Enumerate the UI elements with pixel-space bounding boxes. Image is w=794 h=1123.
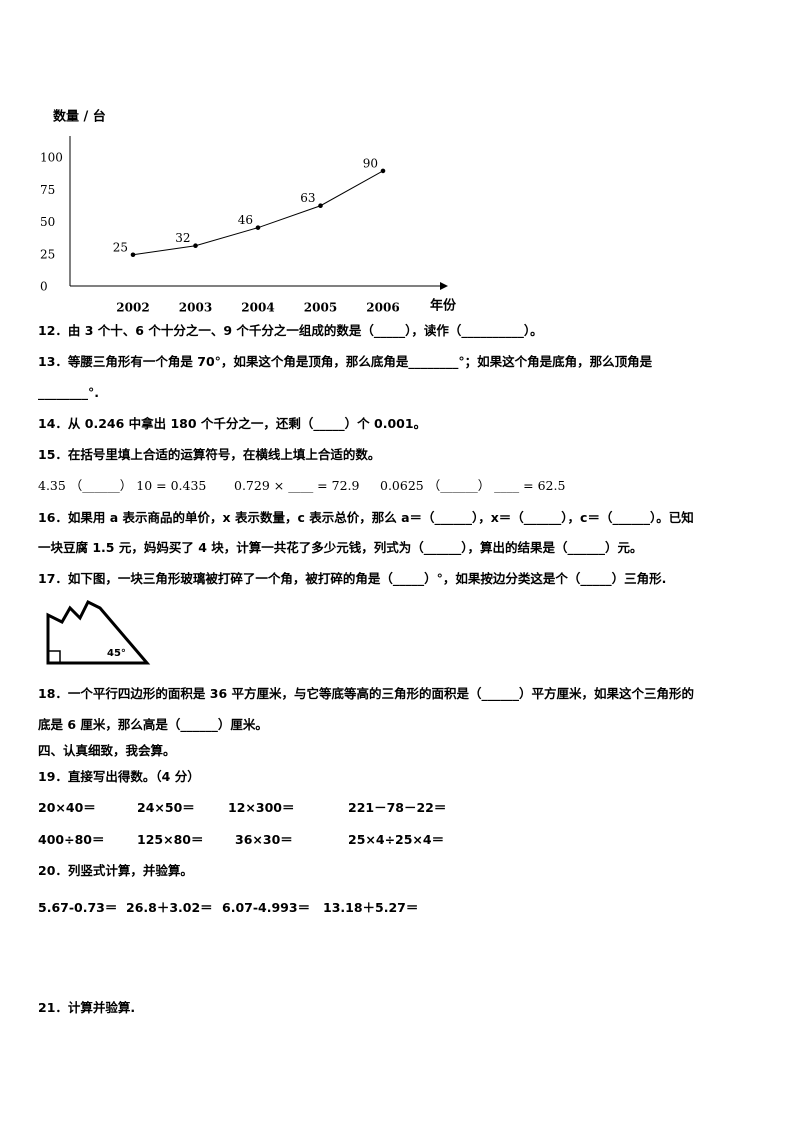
right-angle-mark — [47, 650, 61, 664]
text-line: ________°. — [38, 385, 99, 400]
q19-item: 400÷80＝ — [38, 832, 105, 847]
q19-item: 20×40＝ — [38, 800, 96, 815]
x-tick-label: 2003 — [179, 301, 212, 315]
data-label: 25 — [113, 240, 128, 254]
data-point — [255, 225, 261, 230]
x-tick-label: 2002 — [116, 301, 149, 315]
text-line: 12．由 3 个十、6 个十分之一、9 个千分之一组成的数是（_____），读作… — [38, 323, 543, 338]
data-point — [380, 168, 386, 174]
q15-item: 4.35 （______） 10 = 0.435 — [38, 478, 207, 493]
data-label: 63 — [300, 191, 315, 205]
text-line: 19．直接写出得数。（4 分） — [38, 769, 200, 784]
data-label: 90 — [363, 156, 378, 170]
text-line: 16．如果用 a 表示商品的单价，x 表示数量，c 表示总价，那么 a＝（___… — [38, 510, 694, 525]
text-line: 13．等腰三角形有一个角是 70°，如果这个角是顶角，那么底角是________… — [38, 354, 653, 369]
text-line: 17．如下图，一块三角形玻璃被打碎了一个角，被打碎的角是（_____）°，如果按… — [38, 571, 667, 586]
x-tick-label: 2006 — [366, 301, 399, 315]
x-axis-label: 年份 — [430, 298, 457, 314]
text-line: 20．列竖式计算，并验算。 — [38, 863, 193, 878]
data-point — [193, 243, 198, 249]
text-line: 18．一个平行四边形的面积是 36 平方厘米，与它等底等高的三角形的面积是（__… — [38, 686, 694, 701]
text-line: 一块豆腐 1.5 元，妈妈买了 4 块，计算一共花了多少元钱，列式为（_____… — [38, 540, 643, 555]
q19-item: 221－78－22＝ — [348, 800, 447, 815]
q19-item: 25×4÷25×4＝ — [348, 832, 445, 847]
y-tick-label: 25 — [40, 247, 55, 261]
text-line: 14．从 0.246 中拿出 180 个千分之一，还剩（_____）个 0.00… — [38, 416, 427, 431]
data-label: 46 — [238, 213, 253, 227]
q20-item: 6.07-4.993＝ — [222, 900, 311, 915]
data-point — [318, 203, 323, 209]
y-tick-label: 100 — [40, 151, 63, 165]
angle-label: 45° — [107, 648, 126, 659]
y-axis-label: 数量 / 台 — [53, 109, 106, 125]
q19-item: 36×30＝ — [235, 832, 293, 847]
chart: 数量 / 台 年份 0 25 50 75 100 2002 2003 2004 2005 2006… — [40, 109, 457, 315]
q19-item: 12×300＝ — [228, 800, 295, 815]
data-point — [130, 252, 136, 258]
q19-item: 24×50＝ — [137, 800, 195, 815]
q20-item: 26.8＋3.02＝ — [126, 900, 213, 915]
y-tick-label: 0 — [40, 280, 48, 294]
x-tick-label: 2004 — [241, 301, 274, 315]
q15-item: 0.0625 （______） ____ = 62.5 — [380, 478, 566, 493]
x-axis-arrow — [440, 282, 448, 290]
x-tick-label: 2005 — [304, 301, 337, 315]
text-line: 底是 6 厘米，那么高是（______）厘米。 — [38, 717, 268, 732]
q15-item: 0.729 × ____ = 72.9 — [234, 478, 360, 493]
y-tick-label: 50 — [40, 215, 55, 229]
broken-triangle — [46, 599, 151, 665]
text-line: 15．在括号里填上合适的运算符号，在横线上填上合适的数。 — [38, 447, 381, 462]
data-line — [132, 170, 384, 256]
text-line: 四、认真细致，我会算。 — [38, 743, 176, 758]
q19-item: 125×80＝ — [137, 832, 204, 847]
q20-item: 13.18＋5.27＝ — [323, 900, 419, 915]
data-label: 32 — [175, 231, 190, 245]
y-tick-label: 75 — [40, 183, 55, 197]
text-line: 21．计算并验算. — [38, 1000, 136, 1015]
q20-item: 5.67-0.73＝ — [38, 900, 118, 915]
